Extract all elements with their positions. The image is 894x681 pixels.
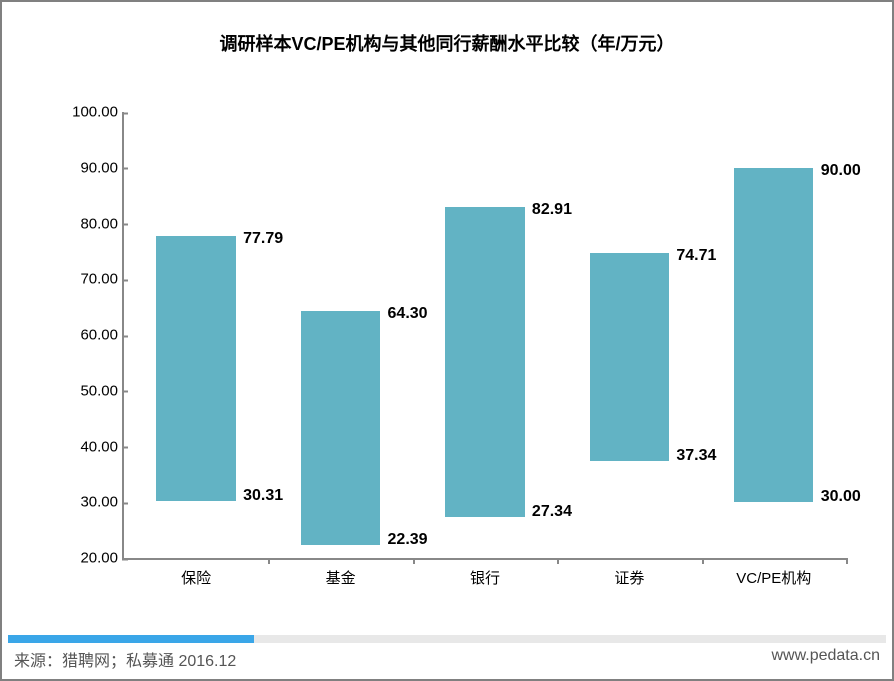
bar — [156, 236, 235, 501]
y-tick-label: 100.00 — [68, 104, 118, 121]
bar-high-label: 64.30 — [388, 305, 428, 323]
bar-low-label: 30.31 — [243, 487, 283, 505]
bar-high-label: 74.71 — [676, 247, 716, 265]
x-tick-mark — [413, 558, 415, 564]
x-tick-label: VC/PE机构 — [736, 567, 811, 588]
plot-region: 20.0030.0040.0050.0060.0070.0080.0090.00… — [122, 112, 846, 560]
y-tick-label: 80.00 — [68, 215, 118, 232]
x-tick-mark — [702, 558, 704, 564]
site-label: www.pedata.cn — [771, 647, 880, 671]
bar — [445, 207, 524, 517]
bar-low-label: 30.00 — [821, 488, 861, 506]
bar-low-label: 22.39 — [388, 531, 428, 549]
chart-area: 20.00 30.00 40.00 50.00 60.00 70.00 80.00 90.00… — [66, 112, 856, 592]
y-tick-label: 40.00 — [68, 438, 118, 455]
source-label: 来源：猎聘网；私募通 2016.12 — [14, 647, 236, 671]
bar-high-label: 77.79 — [243, 230, 283, 248]
bar-high-label: 82.91 — [532, 201, 572, 219]
scrollbar-track[interactable] — [8, 635, 886, 643]
x-tick-mark — [846, 558, 848, 564]
y-tick-label: 50.00 — [68, 382, 118, 399]
chart-title: 调研样本VC/PE机构与其他同行薪酬水平比较（年/万元） — [2, 2, 892, 56]
bar — [590, 253, 669, 461]
x-tick-mark — [557, 558, 559, 564]
x-tick-label: 银行 — [470, 567, 500, 588]
chart-frame: 调研样本VC/PE机构与其他同行薪酬水平比较（年/万元） 20.00 30.00 4… — [0, 0, 894, 681]
bar — [301, 311, 380, 545]
x-tick-mark — [268, 558, 270, 564]
x-tick-label: 证券 — [614, 567, 644, 588]
footer: 来源：猎聘网；私募通 2016.12 www.pedata.cn — [14, 647, 880, 671]
bar-high-label: 90.00 — [821, 162, 861, 180]
bar-low-label: 27.34 — [532, 503, 572, 521]
y-tick-label: 60.00 — [68, 327, 118, 344]
y-tick-label: 90.00 — [68, 159, 118, 176]
bar — [734, 168, 813, 503]
bar-low-label: 37.34 — [676, 447, 716, 465]
y-tick-label: 30.00 — [68, 494, 118, 511]
x-tick-label: 基金 — [326, 567, 356, 588]
x-tick-label: 保险 — [181, 567, 211, 588]
y-tick-label: 20.00 — [68, 550, 118, 567]
y-tick-label: 70.00 — [68, 271, 118, 288]
scrollbar-thumb[interactable] — [8, 635, 254, 643]
